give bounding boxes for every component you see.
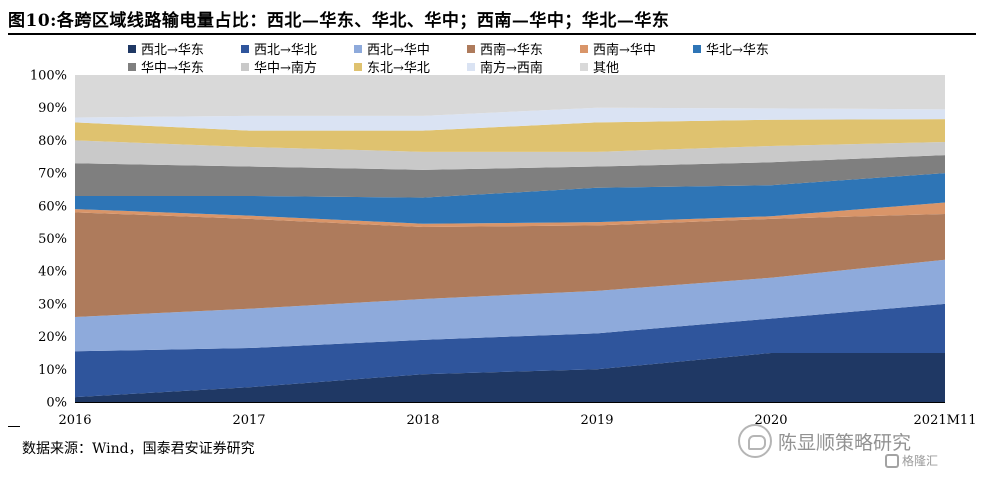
legend-item: 南方→西南 [467,58,580,76]
legend-swatch [354,44,362,53]
legend-item: 西北→华北 [241,40,354,58]
x-tick-label: 2021M11 [914,413,977,428]
y-tick-label: 10% [38,363,67,378]
y-tick-label: 20% [38,330,67,345]
legend-swatch [128,44,136,53]
area-series-7 [75,155,945,198]
legend-label: 西南→华东 [480,43,543,58]
area-series-8 [75,140,945,170]
area-series-10 [75,107,945,131]
legend-swatch [580,62,588,71]
x-tick-label: 2019 [580,413,613,428]
data-source-note: 数据来源：Wind，国泰君安证券研究 [22,441,255,457]
legend-item: 华中→南方 [241,58,354,76]
legend-item: 西南→华中 [580,40,693,58]
legend-label: 华北→华东 [706,43,769,58]
area-series-9 [75,119,945,152]
area-series-1 [75,352,945,402]
legend-label: 华中→华东 [141,61,204,76]
y-tick-label: 40% [38,265,67,280]
legend-swatch [354,62,362,71]
legend-item: 其他 [580,58,693,76]
legend-label: 西北→华北 [254,43,317,58]
area-series-6 [75,173,945,224]
y-tick-label: 60% [38,199,67,214]
x-tick-label: 2018 [406,413,439,428]
legend-label: 西南→华中 [593,43,656,58]
y-tick-label: 70% [38,167,67,182]
y-tick-label: 80% [38,134,67,149]
legend-swatch [580,44,588,53]
chart-legend: 西北→华东 西北→华北 西北→华中 西南→华东 西南→华中 华北→华东华中→华东 华中→南方… [128,40,808,76]
legend-swatch [693,44,701,53]
legend-swatch [241,62,249,71]
bottom-marker [8,426,20,427]
title-underline [8,33,976,35]
wechat-icon [738,424,772,458]
watermark-logo: 格隆汇 [885,452,938,469]
legend-swatch [467,44,475,53]
legend-label: 西北→华中 [367,43,430,58]
logo-icon [885,453,899,468]
legend-item: 西北→华中 [354,40,467,58]
y-tick-label: 50% [38,232,67,247]
legend-swatch [241,44,249,53]
watermark-text: 陈显顺策略研究 [778,431,912,454]
legend-item: 西北→华东 [128,40,241,58]
legend-item: 华北→华东 [693,40,806,58]
legend-swatch [467,62,475,71]
legend-label: 东北→华北 [367,61,430,76]
figure-title: 图10:各跨区域线路输电量占比：西北—华东、华北、华中；西南—华中；华北—华东 [8,11,670,31]
legend-label: 华中→南方 [254,61,317,76]
legend-swatch [128,62,136,71]
legend-item: 华中→华东 [128,58,241,76]
legend-item: 西南→华东 [467,40,580,58]
legend-item: 东北→华北 [354,58,467,76]
y-tick-label: 90% [38,101,67,116]
legend-label: 西北→华东 [141,43,204,58]
watermark-logo-text: 格隆汇 [902,454,939,468]
y-tick-label: 30% [38,297,67,312]
area-series-3 [75,259,945,352]
legend-label: 南方→西南 [480,61,543,76]
y-tick-label: 0% [46,396,67,411]
watermark: 陈显顺策略研究 [738,424,911,458]
y-tick-label: 100% [30,69,67,84]
area-series-11 [75,75,945,118]
legend-label: 其他 [593,61,620,76]
area-series-4 [75,212,945,317]
x-tick-label: 2016 [58,413,91,428]
x-tick-label: 2020 [754,413,787,428]
area-series-2 [75,303,945,398]
x-tick-label: 2017 [232,413,265,428]
